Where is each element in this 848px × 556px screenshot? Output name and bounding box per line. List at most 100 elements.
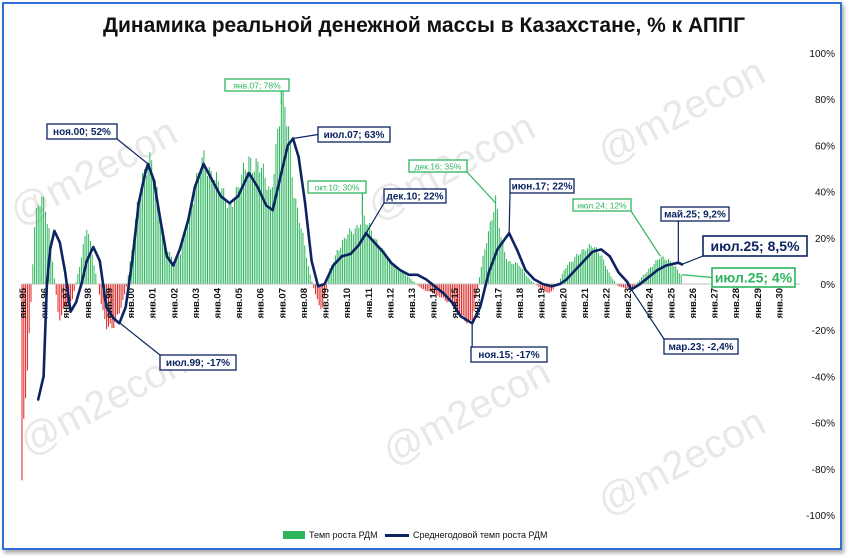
bar xyxy=(412,281,414,284)
bar xyxy=(324,284,326,298)
line-point xyxy=(559,283,561,285)
bar xyxy=(525,275,527,284)
bar xyxy=(80,257,82,284)
bar xyxy=(448,284,450,302)
bar xyxy=(345,238,347,284)
line-point xyxy=(113,318,115,320)
y-tick-label: 40% xyxy=(815,188,835,199)
bar xyxy=(124,284,126,295)
bar xyxy=(511,263,513,284)
bar xyxy=(487,231,489,284)
bar xyxy=(185,233,187,284)
bar xyxy=(442,284,444,298)
bar xyxy=(277,128,279,284)
bar xyxy=(516,263,518,284)
bar xyxy=(354,228,356,284)
bar xyxy=(199,173,201,284)
callout-box xyxy=(46,123,118,140)
bar xyxy=(239,188,241,284)
bar xyxy=(169,251,171,284)
bar xyxy=(583,249,585,284)
callout-leader xyxy=(681,255,704,265)
bar xyxy=(581,249,583,284)
line-point xyxy=(583,260,585,262)
callout-leader xyxy=(508,192,511,234)
bar xyxy=(351,231,353,284)
line-point xyxy=(131,260,133,262)
bar xyxy=(428,284,430,292)
bar xyxy=(396,266,398,284)
x-tick-label: янв.22 xyxy=(602,288,613,318)
bar xyxy=(363,215,365,284)
line-point xyxy=(324,283,326,285)
bar xyxy=(590,245,592,284)
line-point xyxy=(639,283,641,285)
x-tick-label: янв.97 xyxy=(61,288,72,318)
line-point xyxy=(358,244,360,246)
y-tick-label: -100% xyxy=(806,511,835,522)
bar xyxy=(599,255,601,284)
bar xyxy=(367,224,369,284)
bar xyxy=(491,220,493,284)
bar xyxy=(250,157,252,284)
bar xyxy=(147,163,149,284)
bar xyxy=(26,284,28,371)
callout-label: ноя.15; -17% xyxy=(478,350,539,361)
callout-leader xyxy=(466,171,497,204)
bar xyxy=(538,284,540,288)
bar xyxy=(352,234,354,284)
callout-label: июл.25; 8,5% xyxy=(710,238,800,254)
bar xyxy=(306,257,308,284)
legend: Темп роста РДМ Среднегодовой темп роста … xyxy=(0,526,848,546)
bar xyxy=(93,265,95,284)
bar xyxy=(266,189,268,284)
line-point xyxy=(496,248,498,250)
bar xyxy=(244,169,246,284)
bar xyxy=(659,259,661,284)
bar xyxy=(219,192,221,284)
bar xyxy=(532,282,534,284)
bar xyxy=(133,238,135,284)
bar xyxy=(597,252,599,284)
bar xyxy=(217,181,219,284)
bar xyxy=(196,172,198,284)
callout-box xyxy=(660,206,730,222)
bar xyxy=(268,186,270,284)
bar xyxy=(385,255,387,284)
x-tick-label: янв.02 xyxy=(169,288,180,318)
line-point xyxy=(80,283,82,285)
x-tick-label: янв.10 xyxy=(342,288,353,318)
x-tick-label: янв.08 xyxy=(299,288,310,318)
callout-label: дек.10; 22% xyxy=(387,192,444,203)
bar xyxy=(392,264,394,284)
line-point xyxy=(600,248,602,250)
bar xyxy=(624,284,626,289)
bar xyxy=(680,274,682,284)
line-point xyxy=(566,278,568,280)
bar xyxy=(259,172,261,284)
bar xyxy=(122,284,124,300)
bar xyxy=(588,243,590,284)
bar xyxy=(433,284,435,294)
line-point xyxy=(304,202,306,204)
bar xyxy=(657,259,659,284)
bar xyxy=(423,284,425,290)
bar xyxy=(261,167,263,284)
bar xyxy=(149,152,151,284)
x-tick-label: янв.30 xyxy=(774,288,785,318)
bar xyxy=(143,168,145,284)
x-tick-label: янв.95 xyxy=(18,287,29,318)
line-point xyxy=(382,251,384,253)
x-tick-label: янв.16 xyxy=(472,288,483,318)
callout-box xyxy=(159,354,237,371)
line-point xyxy=(37,398,39,401)
line-point xyxy=(591,251,594,253)
y-tick-label: -80% xyxy=(812,465,835,476)
bar xyxy=(201,157,203,284)
bar xyxy=(309,274,311,284)
bar xyxy=(469,284,471,321)
bar xyxy=(86,229,88,284)
bar xyxy=(142,172,144,284)
line-point xyxy=(665,264,667,267)
bar xyxy=(151,160,153,284)
